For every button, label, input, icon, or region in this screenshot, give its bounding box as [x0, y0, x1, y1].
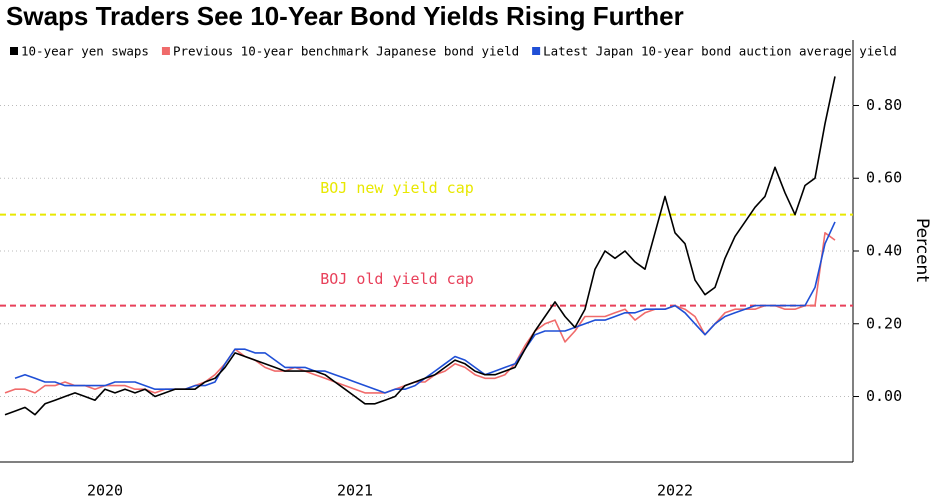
series-line	[4, 76, 836, 416]
x-tick-label: 2022	[657, 482, 693, 500]
y-tick-label: 0.80	[866, 96, 902, 114]
series-line	[4, 232, 836, 394]
y-tick-label: 0.60	[866, 169, 902, 187]
y-tick-label: 0.00	[866, 387, 902, 405]
legend-swatch	[10, 47, 18, 55]
legend-label: Latest Japan 10-year bond auction averag…	[543, 44, 897, 59]
series-line	[14, 221, 836, 394]
y-tick-label: 0.20	[866, 314, 902, 332]
legend-label: Previous 10-year benchmark Japanese bond…	[173, 44, 519, 59]
legend-swatch	[532, 47, 541, 55]
chart-title: Swaps Traders See 10-Year Bond Yields Ri…	[6, 1, 684, 31]
reference-label: BOJ old yield cap	[320, 270, 474, 288]
reference-label: BOJ new yield cap	[320, 179, 474, 197]
y-axis-label: Percent	[912, 218, 932, 282]
x-tick-label: 2021	[337, 482, 373, 500]
legend-swatch	[161, 47, 170, 55]
y-tick-label: 0.40	[866, 242, 902, 260]
legend-label: 10-year yen swaps	[21, 44, 149, 59]
x-tick-label: 2020	[87, 482, 123, 500]
